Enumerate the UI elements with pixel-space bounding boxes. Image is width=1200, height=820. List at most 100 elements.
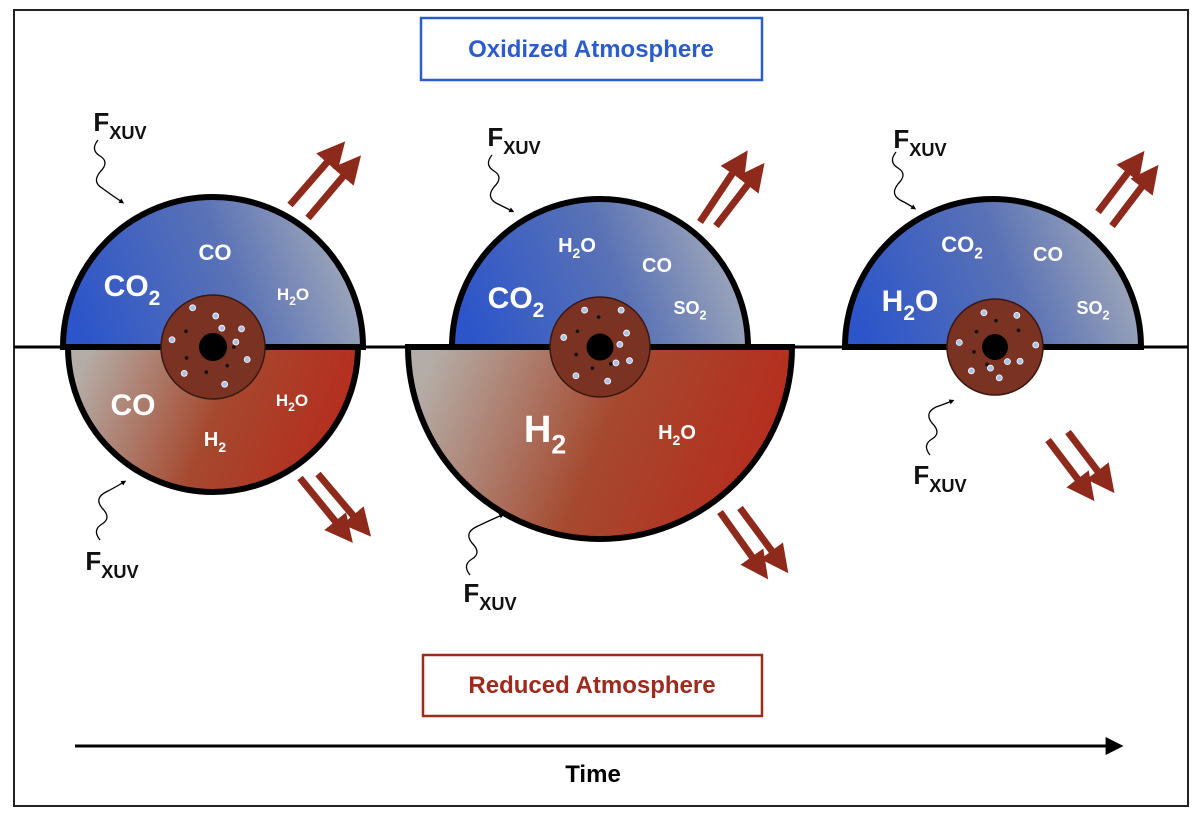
bubble: [987, 364, 994, 372]
label-text: H: [558, 235, 572, 257]
label-sub: 2: [288, 400, 295, 414]
label-text: H: [658, 422, 672, 444]
bubble: [626, 357, 633, 365]
label-sub: 2: [289, 294, 296, 308]
label-sub: XUV: [503, 138, 540, 158]
label-sub: XUV: [101, 562, 138, 582]
grain: [994, 318, 998, 323]
grain: [232, 345, 236, 349]
label-sub: 2: [218, 439, 226, 455]
species-label: FXUV: [487, 122, 540, 158]
lower-atmosphere: [404, 344, 796, 542]
species-label: H2O: [277, 285, 309, 308]
species-label: H2O: [276, 391, 308, 414]
lower-atmosphere: [64, 344, 362, 495]
reduced-box: [421, 653, 764, 718]
label-sub: 2: [673, 432, 681, 448]
label-text: H: [204, 429, 218, 451]
label-rest: O: [296, 285, 309, 304]
bubble: [1013, 312, 1021, 319]
species-label: SO2: [1076, 298, 1109, 322]
bubble: [995, 374, 1003, 382]
species-label: CO: [642, 255, 672, 277]
species-label: CO: [1033, 244, 1063, 266]
cores: [160, 294, 1044, 400]
bubble: [232, 338, 240, 346]
bubble: [980, 309, 988, 317]
species-label: FXUV: [893, 124, 946, 160]
label-text: H: [882, 285, 904, 318]
bubble: [168, 336, 176, 344]
grain: [974, 329, 979, 334]
oxidized-box: [419, 16, 764, 82]
species-label: CO2: [488, 282, 545, 322]
label-text: F: [85, 546, 101, 576]
grain: [184, 356, 189, 360]
species-label: H2O: [882, 285, 939, 325]
species-label: H2O: [658, 422, 696, 448]
label-sub: 2: [974, 246, 983, 263]
bubble: [623, 329, 630, 337]
label-sub: 2: [573, 245, 581, 261]
bubble: [1016, 357, 1024, 365]
upper-atmosphere: [59, 194, 367, 350]
label-sub: 2: [700, 308, 707, 322]
bubble: [189, 304, 197, 312]
species-label: FXUV: [463, 578, 516, 614]
grain: [972, 350, 976, 354]
label-sub: 2: [903, 302, 915, 325]
label-text: F: [893, 124, 909, 154]
bubble: [955, 339, 963, 346]
species-label: SO2: [673, 298, 706, 322]
label-sub: XUV: [909, 140, 946, 160]
grain: [225, 363, 230, 368]
label-rest: O: [915, 285, 938, 318]
bubble: [617, 306, 625, 314]
bubble: [604, 377, 612, 385]
label-sub: 2: [1103, 308, 1110, 322]
label-sub: 2: [149, 287, 161, 310]
label-text: SO: [673, 298, 699, 318]
bubble: [243, 356, 251, 363]
bubble: [572, 372, 580, 380]
label-rest: O: [680, 422, 696, 444]
label-text: F: [913, 460, 929, 490]
bubble: [612, 359, 620, 367]
inner-core: [982, 334, 1008, 360]
label-sub: 2: [551, 429, 566, 459]
label-text: F: [487, 122, 503, 152]
planet-core: [946, 298, 1044, 396]
label-text: CO: [1033, 244, 1063, 266]
label-sub: XUV: [929, 476, 966, 496]
label-text: CO: [111, 389, 156, 422]
label-sub: XUV: [479, 594, 516, 614]
bubble: [238, 325, 245, 333]
grain: [184, 329, 188, 334]
species-label: H2O: [558, 235, 596, 261]
label-text: CO: [642, 255, 672, 277]
grain: [575, 329, 580, 334]
bubble: [967, 367, 975, 375]
label-sub: 2: [533, 299, 545, 322]
inner-core: [586, 333, 614, 361]
label-text: F: [463, 578, 479, 608]
bubble: [1004, 358, 1011, 366]
inner-core: [198, 332, 228, 362]
reduced-title: Reduced Atmosphere: [468, 672, 715, 699]
bubble: [616, 340, 624, 348]
label-text: CO: [104, 270, 149, 303]
planet-core: [549, 296, 651, 398]
label-text: F: [93, 107, 109, 137]
grain: [574, 352, 578, 357]
label-text: H: [277, 285, 289, 304]
bubble: [212, 312, 220, 320]
grain: [204, 370, 209, 374]
label-text: CO: [488, 282, 533, 315]
bubble: [560, 334, 568, 341]
species-label: FXUV: [85, 546, 138, 582]
label-text: H: [276, 391, 288, 410]
bubble: [1032, 341, 1040, 349]
grain: [590, 366, 595, 370]
